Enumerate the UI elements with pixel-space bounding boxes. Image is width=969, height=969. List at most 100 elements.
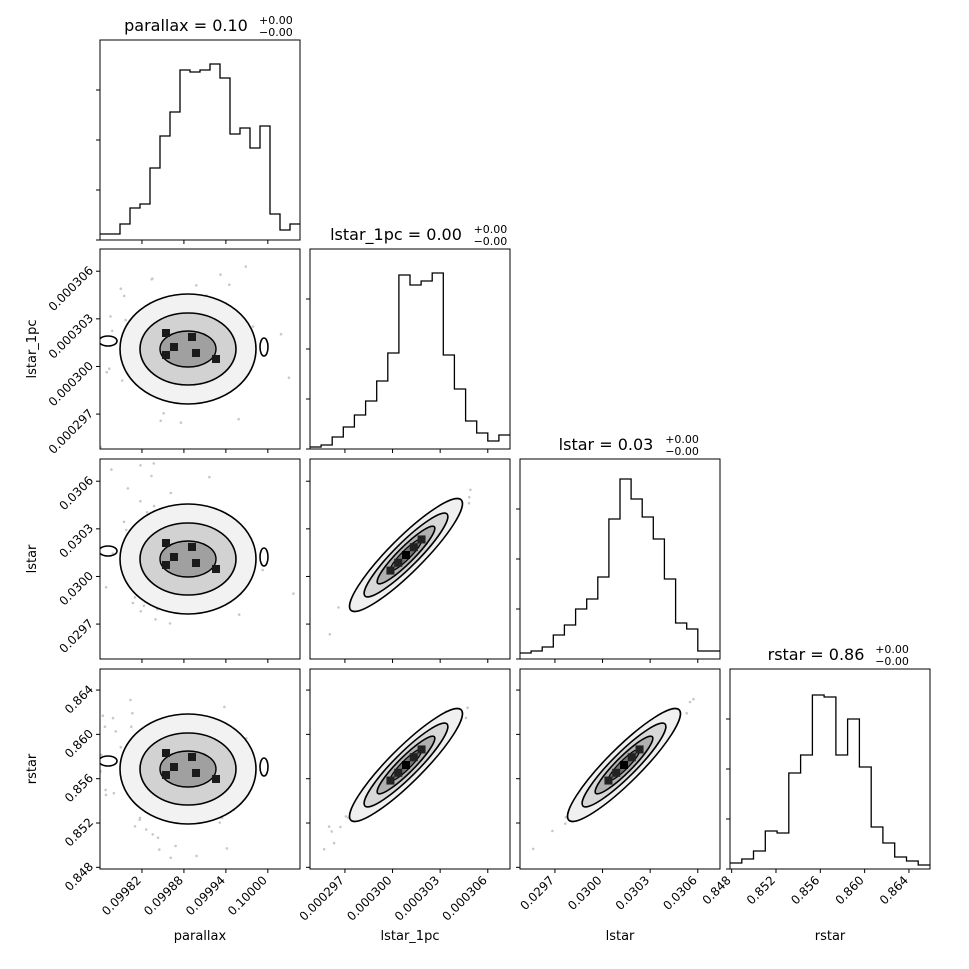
sample-point [228,283,231,287]
sample-point [279,332,283,336]
density-cell [394,768,403,777]
sample-point [339,825,342,829]
x-tick-label: 0.864 [877,873,911,907]
density-contour [100,335,118,347]
sample-point [111,716,115,720]
sample-point [159,419,162,423]
sample-point [130,725,133,728]
sample-point [287,376,291,380]
panel-rstar-vs-parallax [96,668,301,870]
panel-title: parallax = 0.10 [124,16,248,35]
sample-point [133,596,137,599]
sample-point [104,788,107,792]
density-cell [620,761,628,769]
sample-point [328,633,332,636]
density-cell [170,343,178,351]
sample-point [88,549,91,552]
sample-point [223,705,226,709]
sample-point [110,468,113,471]
sample-point [169,491,173,495]
sample-point [531,847,535,851]
panel-frame [99,248,301,450]
sample-point [168,622,172,625]
panel-lstar_1pc-vs-parallax [90,248,301,450]
sample-point [688,700,692,704]
sample-point [218,821,222,824]
sample-point [251,325,255,328]
density-cell [417,745,426,754]
sample-point [467,501,471,505]
density-cell [417,535,426,544]
sample-point [685,712,688,715]
panel-frame [99,458,301,660]
x-tick-label: 0.852 [744,873,778,907]
panel-title: lstar_1pc = 0.00 [330,225,462,245]
density-cell [162,771,170,779]
density-contour [159,750,217,788]
sample-point [469,488,472,492]
sample-point [96,756,99,759]
density-contour [159,330,217,368]
sample-point [195,854,198,858]
sample-point [112,791,116,795]
sample-point [151,833,154,836]
sample-point [145,511,149,514]
density-cell [212,565,220,573]
sample-point [108,367,111,371]
sample-point [692,697,695,701]
sample-point [330,830,334,833]
x-tick-label: 0.09988 [141,873,186,918]
density-contour [100,545,118,557]
y-tick-label: 0.000297 [46,406,96,456]
x-axis-label: rstar [815,929,846,944]
panel-frame [519,668,721,870]
histogram-step [520,478,720,654]
sample-point [174,844,177,848]
density-contour [159,540,217,578]
sample-point [158,848,161,851]
density-contour [259,757,269,777]
sample-point [551,829,554,833]
x-axis-label: lstar_1pc [381,929,440,944]
sample-point [103,725,107,728]
sample-point [564,822,567,825]
sample-point [337,606,340,609]
density-cell [162,539,170,547]
x-tick-label: 0.10000 [225,873,270,918]
density-cell [162,329,170,337]
panel-title: rstar = 0.86 [768,645,865,664]
sample-point [144,828,148,831]
sample-point [110,329,114,333]
sample-point [131,601,135,605]
sample-point [90,393,93,396]
sample-point [139,464,142,467]
sample-point [169,856,172,860]
histogram-rstar: rstar = 0.86 +0.00−0.00 [726,643,931,870]
x-tick-label: 0.000306 [440,873,490,923]
sample-point [156,836,160,839]
x-tick-label: 0.0303 [613,873,653,913]
title-lower-error: −0.00 [665,445,699,458]
x-tick-label: 0.0297 [517,873,557,913]
x-axis-label: lstar [606,929,635,944]
y-tick-label: 0.848 [62,860,96,894]
panel-lstar-vs-lstar_1pc [309,458,511,660]
sample-point [195,284,198,287]
sample-point [225,847,229,850]
title-upper-error: +0.00 [665,433,699,446]
sample-point [133,825,137,828]
sample-point [152,462,156,465]
sample-point [154,618,157,621]
density-cell [192,769,200,777]
sample-point [294,876,297,879]
density-cell [627,753,636,762]
panel-lstar-vs-parallax [88,458,301,660]
sample-point [119,287,123,291]
histogram-step [730,694,930,866]
y-tick-label: 0.864 [62,682,96,716]
x-tick-label: 0.860 [833,873,867,907]
density-cell [170,553,178,561]
panel-rstar-vs-lstar_1pc [294,668,511,879]
sample-point [237,417,240,421]
density-cell [188,333,196,341]
